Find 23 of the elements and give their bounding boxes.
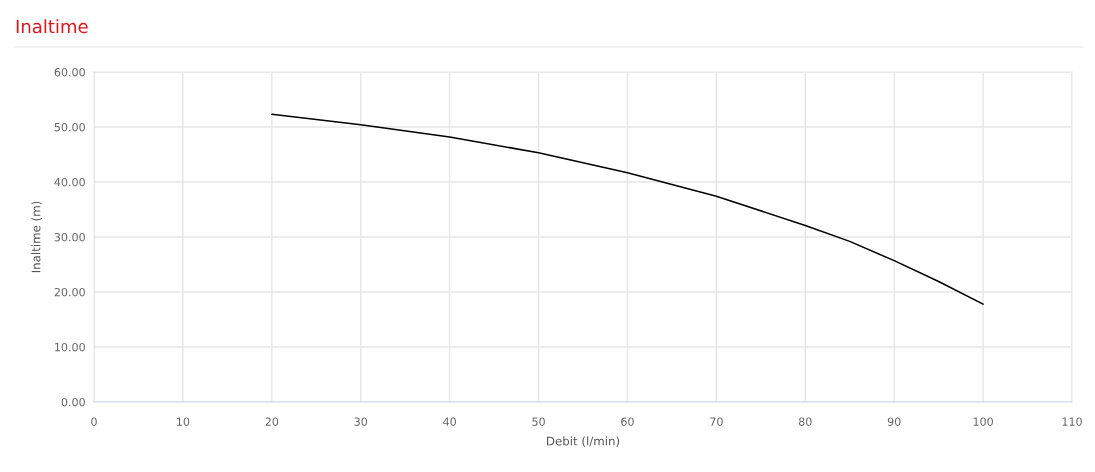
y-tick-label: 60.00 [54, 67, 85, 77]
x-tick-label: 100 [973, 417, 993, 426]
chart-title: Inaltime [16, 19, 88, 34]
x-tick-label: 50 [532, 417, 545, 426]
y-tick-label: 10.00 [55, 342, 85, 352]
x-tick-label: 40 [443, 417, 456, 426]
y-tick-label: 30.00 [54, 232, 85, 242]
y-tick-label: 20.00 [54, 287, 85, 297]
x-tick-label: 60 [621, 417, 634, 426]
x-tick-label: 0 [91, 417, 97, 426]
x-tick-label: 70 [710, 417, 723, 426]
line-series [271, 113, 984, 305]
x-tick-label: 20 [265, 417, 279, 426]
x-axis-title: Debit (l/min) [547, 436, 620, 447]
x-tick-label: 80 [798, 417, 812, 426]
y-axis-title: Inaltime (m) [31, 201, 42, 273]
x-tick-label: 110 [1062, 417, 1082, 426]
x-tick-label: 10 [177, 417, 190, 426]
y-tick-label: 50.00 [54, 122, 85, 132]
x-tick-label: 90 [887, 417, 901, 426]
x-tick-label: 30 [354, 417, 368, 426]
y-tick-label: 40.00 [54, 177, 85, 187]
y-tick-label: 0.00 [61, 397, 85, 407]
